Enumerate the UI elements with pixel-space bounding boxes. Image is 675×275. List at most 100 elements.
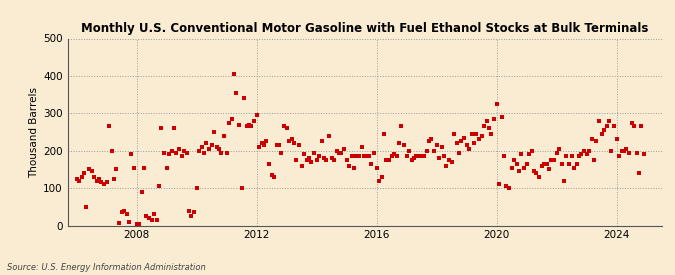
Point [383, 158, 394, 162]
Point [134, 222, 144, 227]
Point [161, 165, 172, 170]
Point [621, 147, 632, 151]
Point [246, 124, 256, 129]
Point [113, 221, 124, 225]
Point [461, 143, 472, 147]
Point [399, 143, 410, 147]
Point [381, 158, 392, 162]
Point [348, 165, 359, 170]
Point [551, 150, 562, 155]
Point [481, 119, 492, 123]
Point [639, 152, 649, 157]
Point [529, 169, 539, 174]
Point [206, 143, 217, 147]
Point [521, 162, 532, 166]
Point [508, 158, 519, 162]
Point [534, 175, 545, 179]
Point [181, 150, 192, 155]
Point [219, 134, 230, 138]
Point [254, 145, 265, 149]
Point [311, 158, 322, 162]
Text: Source: U.S. Energy Information Administration: Source: U.S. Energy Information Administ… [7, 263, 205, 272]
Point [491, 102, 502, 106]
Point [84, 167, 95, 172]
Point [454, 150, 464, 155]
Point [324, 134, 335, 138]
Point [234, 122, 244, 127]
Point [539, 162, 549, 166]
Point [119, 208, 130, 213]
Point [189, 210, 200, 214]
Point [476, 134, 487, 138]
Point [286, 137, 297, 142]
Point [88, 175, 99, 179]
Point [304, 156, 315, 160]
Point [616, 148, 627, 153]
Point [169, 126, 180, 130]
Point [91, 178, 102, 183]
Point [333, 150, 344, 155]
Point [541, 162, 552, 166]
Point [634, 171, 645, 175]
Point [628, 124, 639, 129]
Point [131, 221, 142, 226]
Point [371, 165, 382, 170]
Point [326, 156, 337, 160]
Point [511, 162, 522, 166]
Point [136, 190, 147, 194]
Point [198, 150, 209, 155]
Point [106, 148, 117, 153]
Point [401, 154, 412, 158]
Point [148, 212, 159, 216]
Point [439, 154, 450, 158]
Point [424, 139, 435, 144]
Point [221, 150, 232, 155]
Point [346, 154, 357, 158]
Point [559, 178, 570, 183]
Point [296, 163, 307, 168]
Point [86, 169, 97, 174]
Point [578, 148, 589, 153]
Point [356, 145, 367, 149]
Point [96, 180, 107, 185]
Point [251, 113, 262, 117]
Point [116, 210, 127, 214]
Point [596, 132, 607, 136]
Point [196, 145, 207, 149]
Point [526, 148, 537, 153]
Point [273, 143, 284, 147]
Point [241, 124, 252, 129]
Point [248, 119, 259, 123]
Point [626, 120, 637, 125]
Point [361, 154, 372, 158]
Point [369, 150, 379, 155]
Point [329, 158, 340, 162]
Point [166, 148, 177, 153]
Point [341, 158, 352, 162]
Point [163, 152, 174, 157]
Point [611, 137, 622, 142]
Point [471, 132, 482, 136]
Point [176, 154, 187, 158]
Point [229, 72, 240, 76]
Point [589, 158, 599, 162]
Point [138, 165, 149, 170]
Point [81, 205, 92, 209]
Point [546, 158, 557, 162]
Point [531, 171, 542, 175]
Point [279, 124, 290, 129]
Point [223, 120, 234, 125]
Point [591, 139, 602, 144]
Point [178, 148, 189, 153]
Point [518, 165, 529, 170]
Point [594, 119, 605, 123]
Title: Monthly U.S. Conventional Motor Gasoline with Fuel Ethanol Stocks at Bulk Termin: Monthly U.S. Conventional Motor Gasoline… [81, 21, 648, 35]
Point [499, 154, 510, 158]
Point [211, 145, 222, 149]
Point [416, 154, 427, 158]
Point [184, 208, 194, 213]
Point [406, 158, 417, 162]
Point [344, 163, 354, 168]
Point [441, 163, 452, 168]
Point [426, 137, 437, 142]
